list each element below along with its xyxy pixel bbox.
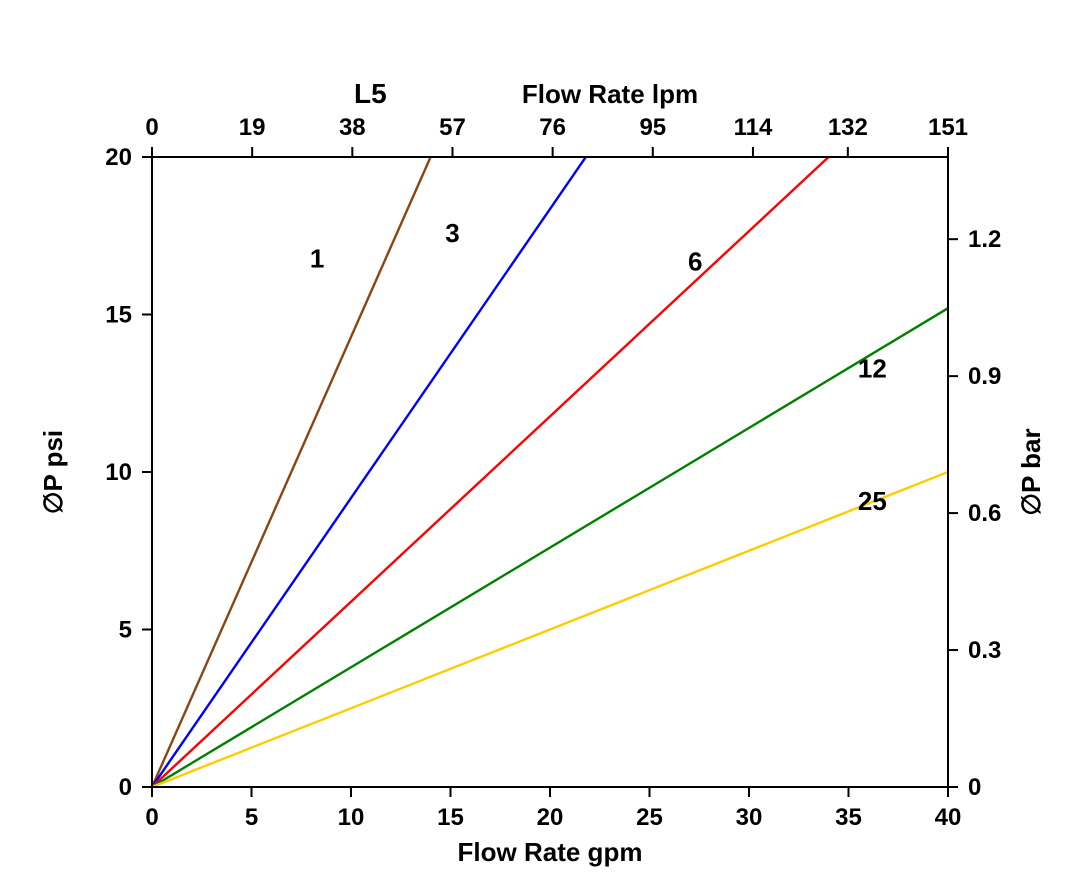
x-bottom-label: Flow Rate gpm [458,837,643,867]
x-bottom-tick-label: 30 [736,804,763,831]
series-label-6: 6 [688,246,702,276]
series-label-25: 25 [858,486,887,516]
x-bottom-tick-label: 5 [245,804,258,831]
x-bottom-tick-label: 25 [636,804,663,831]
x-bottom-tick-label: 0 [145,804,158,831]
y-right-tick-label: 0.3 [968,637,1001,664]
x-bottom-tick-label: 35 [835,804,862,831]
x-bottom-tick-label: 20 [537,804,564,831]
x-top-tick-label: 57 [439,114,466,141]
x-top-tick-label: 95 [639,114,666,141]
y-left-label: ∅P psi [38,430,68,514]
x-top-tick-label: 38 [339,114,366,141]
series-label-1: 1 [310,243,324,273]
y-right-tick-label: 0.9 [968,363,1001,390]
x-top-tick-label: 151 [928,114,968,141]
x-top-tick-label: 76 [539,114,566,141]
x-bottom-tick-label: 15 [437,804,464,831]
series-label-12: 12 [858,354,887,384]
pressure-flow-chart: 0510152025303540Flow Rate gpm01938577695… [0,0,1078,880]
x-top-tick-label: 19 [239,114,266,141]
chart-title-l5: L5 [354,78,387,109]
y-left-tick-label: 10 [105,459,132,486]
x-bottom-tick-label: 40 [935,804,962,831]
y-left-tick-label: 20 [105,144,132,171]
y-left-tick-label: 15 [105,302,132,329]
series-label-3: 3 [445,218,459,248]
x-top-tick-label: 0 [145,114,158,141]
x-bottom-tick-label: 10 [338,804,365,831]
x-top-tick-label: 114 [734,114,773,141]
y-left-tick-label: 0 [119,774,132,801]
x-top-label: Flow Rate lpm [522,79,698,109]
x-top-tick-label: 132 [828,114,868,141]
y-right-tick-label: 0.6 [968,500,1001,527]
y-right-tick-label: 0 [968,774,981,801]
y-left-tick-label: 5 [119,617,132,644]
y-right-tick-label: 1.2 [968,226,1001,253]
y-right-label: ∅P bar [1016,428,1046,515]
